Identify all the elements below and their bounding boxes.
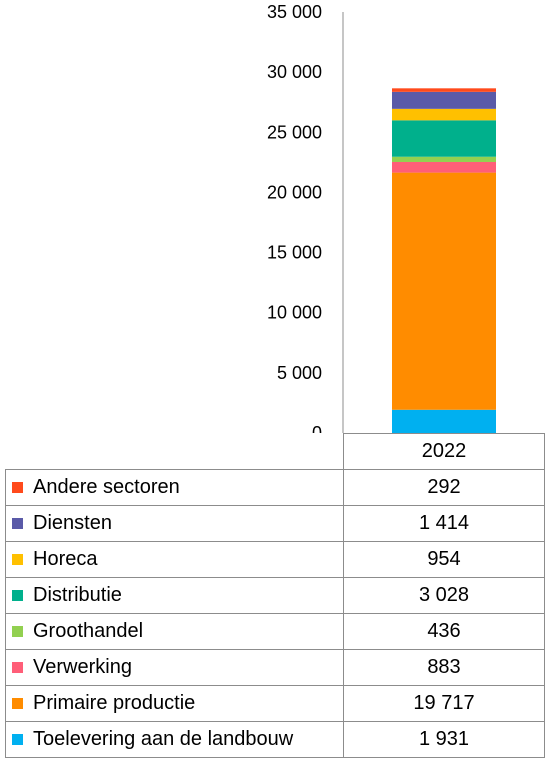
row-label: Andere sectoren — [5, 469, 343, 505]
series-value: 883 — [427, 655, 461, 678]
series-name: Diensten — [33, 511, 112, 534]
table-vline — [544, 433, 545, 469]
series-name: Toelevering aan de landbouw — [33, 727, 294, 750]
table-vline — [343, 433, 344, 757]
series-value: 292 — [427, 475, 461, 498]
legend-swatch — [12, 625, 23, 637]
bar-segment — [392, 161, 496, 173]
bar-segment — [392, 120, 496, 157]
legend-swatch — [12, 589, 23, 601]
x-category-label: 2022 — [421, 439, 467, 462]
table-hline — [5, 649, 545, 650]
legend-swatch — [12, 697, 23, 709]
series-value: 1 931 — [418, 727, 470, 750]
y-tick-label: 25 000 — [267, 122, 322, 142]
series-name: Horeca — [33, 547, 98, 570]
legend-swatch — [12, 481, 23, 493]
legend-swatch — [12, 517, 23, 529]
table-hline — [5, 577, 545, 578]
bar-segment — [392, 91, 496, 109]
table-hline — [5, 685, 545, 686]
legend-swatch — [12, 733, 23, 745]
y-tick-label: 10 000 — [267, 303, 322, 323]
legend-swatch — [12, 661, 23, 673]
table-row: Andere sectoren 292 — [5, 469, 545, 505]
table-row: Verwerking 883 — [5, 649, 545, 685]
bar-segment — [392, 172, 496, 410]
y-tick-label: 5 000 — [277, 363, 322, 383]
y-tick-label: 30 000 — [267, 62, 322, 82]
row-label: Primaire productie — [5, 685, 343, 721]
table-row: Distributie 3 028 — [5, 577, 545, 613]
series-name: Groothandel — [33, 619, 144, 642]
table-hline — [5, 505, 545, 506]
series-value: 19 717 — [413, 691, 475, 714]
series-name: Verwerking — [33, 655, 132, 678]
y-axis: 0 5 000 10 000 15 000 20 000 25 000 30 000 35 0… — [267, 2, 344, 433]
table-hline — [5, 721, 545, 722]
legend-swatch — [12, 553, 23, 565]
row-label: Horeca — [5, 541, 343, 577]
y-tick-label: 35 000 — [267, 2, 322, 22]
table-hline — [343, 433, 545, 434]
table-hline — [5, 757, 545, 758]
table-row: Primaire productie 19 717 — [5, 685, 545, 721]
series-name: Primaire productie — [33, 691, 196, 714]
series-value: 954 — [427, 547, 461, 570]
table-row: Toelevering aan de landbouw 1 931 — [5, 721, 545, 757]
table-row: Horeca 954 — [5, 541, 545, 577]
series-value: 3 028 — [418, 583, 470, 606]
series-value: 436 — [427, 619, 461, 642]
bar-segment — [392, 108, 496, 121]
series-name: Distributie — [33, 583, 122, 606]
bar-segment — [392, 409, 496, 433]
row-label: Diensten — [5, 505, 343, 541]
y-tick-label: 15 000 — [267, 243, 322, 263]
table-row: Groothandel 436 — [5, 613, 545, 649]
series-name: Andere sectoren — [33, 475, 180, 498]
y-tick-label: 0 — [312, 423, 322, 433]
bar-stack — [392, 88, 496, 433]
table-row: Diensten 1 414 — [5, 505, 545, 541]
row-label: Toelevering aan de landbouw — [5, 721, 343, 757]
y-tick-label: 20 000 — [267, 182, 322, 202]
bar-segment — [392, 88, 496, 92]
table-vline — [544, 469, 545, 757]
series-value: 1 414 — [418, 511, 470, 534]
stacked-bar-chart: 0 5 000 10 000 15 000 20 000 25 000 30 000 35 0… — [267, 2, 496, 433]
row-label: Groothandel — [5, 613, 343, 649]
table-hline — [5, 613, 545, 614]
bar-segment — [392, 156, 496, 162]
table-hline — [5, 541, 545, 542]
row-label: Distributie — [5, 577, 343, 613]
row-label: Verwerking — [5, 649, 343, 685]
table-hline — [5, 469, 545, 470]
